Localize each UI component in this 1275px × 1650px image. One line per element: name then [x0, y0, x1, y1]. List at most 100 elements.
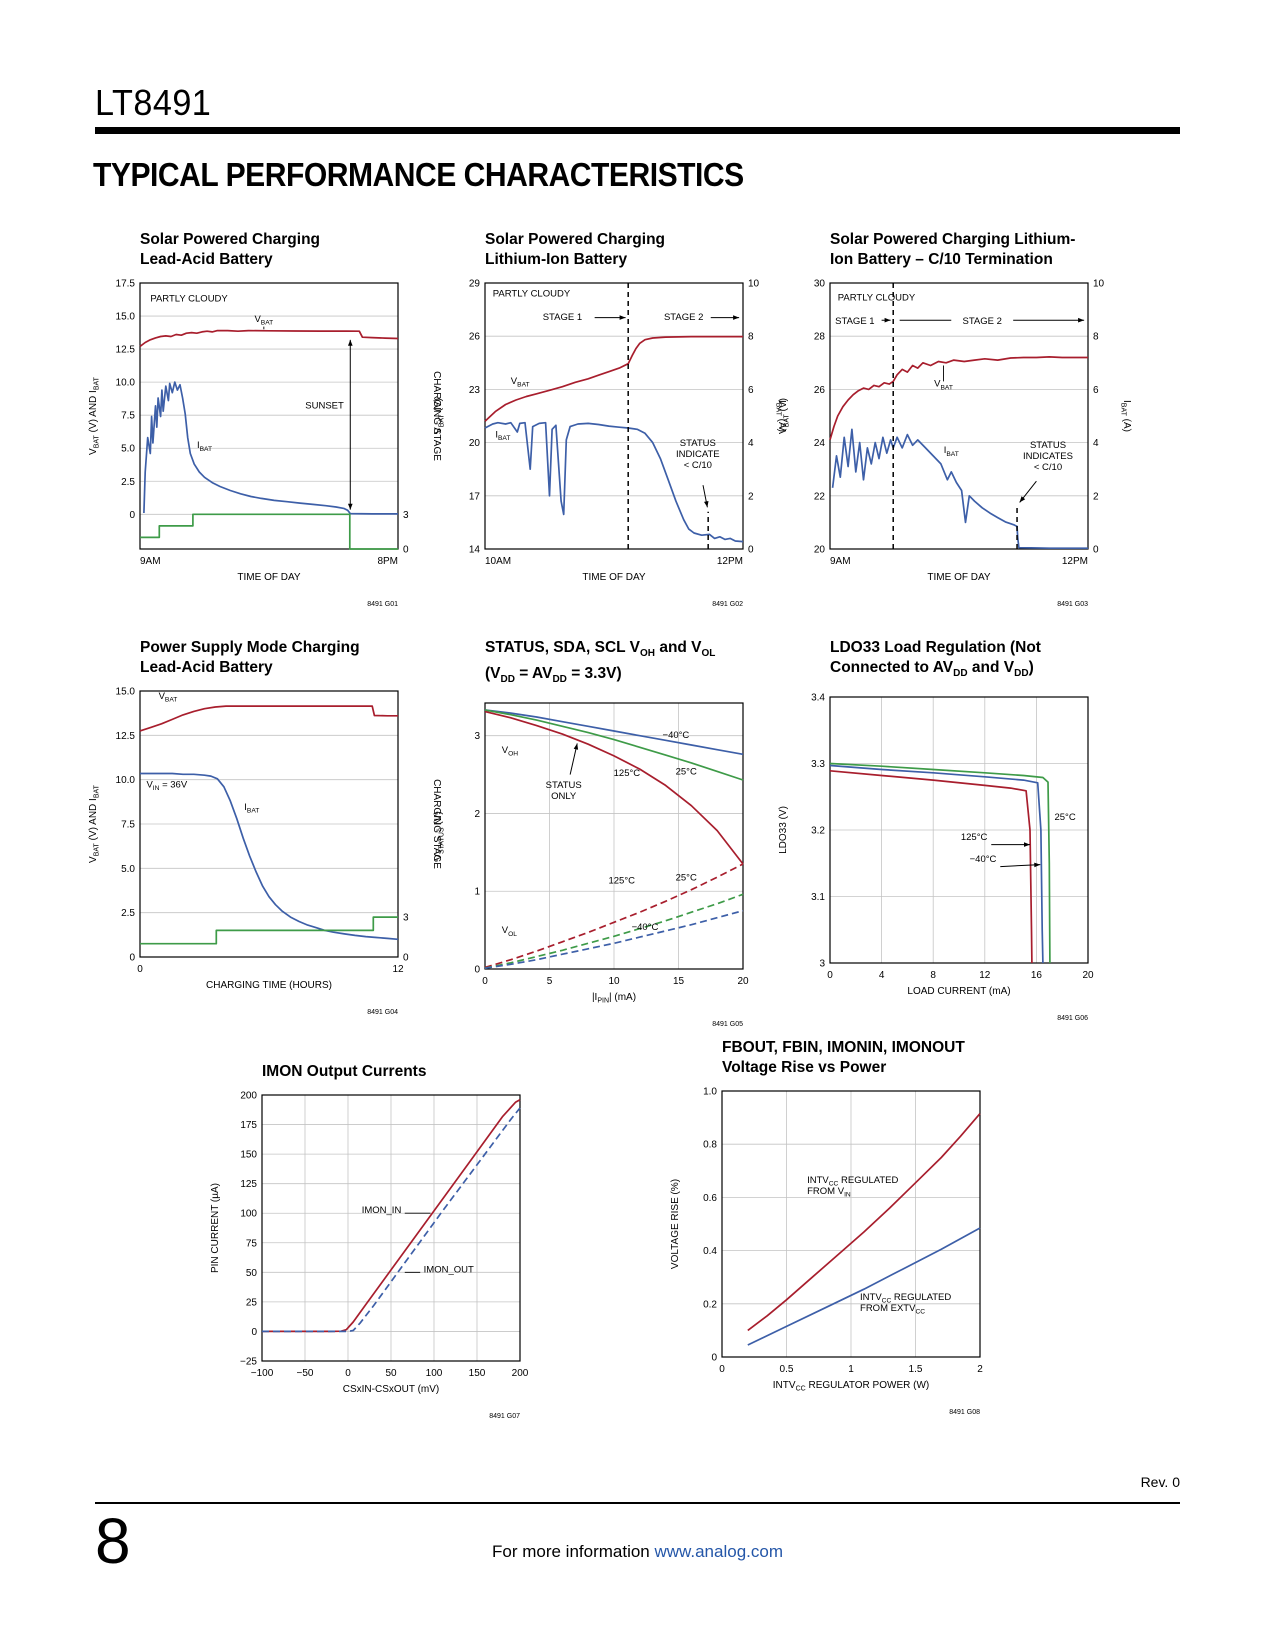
- svg-text:25°C: 25°C: [676, 767, 697, 778]
- svg-text:5: 5: [547, 976, 553, 987]
- svg-text:4: 4: [748, 438, 754, 449]
- svg-text:< C/10: < C/10: [1034, 462, 1062, 473]
- svg-text:VOH: VOH: [502, 745, 519, 758]
- svg-text:CHARGING TIME (HOURS): CHARGING TIME (HOURS): [206, 980, 332, 991]
- chart-title: FBOUT, FBIN, IMONIN, IMONOUT Voltage Rise…: [722, 1039, 965, 1076]
- svg-text:IBAT: IBAT: [944, 445, 959, 458]
- svg-text:ONLY: ONLY: [551, 791, 577, 802]
- svg-text:FROM VIN: FROM VIN: [807, 1186, 851, 1199]
- svg-text:8491 G08: 8491 G08: [949, 1409, 980, 1416]
- svg-text:−50: −50: [297, 1368, 314, 1379]
- chart-canvas: 0 0.2 0.4 0.6 0.8 1.0 0 0.5 1 1.5 2 INTVCC REGULATE…: [670, 1087, 983, 1417]
- svg-text:IBAT (A): IBAT (A): [1119, 400, 1132, 432]
- svg-text:0: 0: [129, 953, 135, 964]
- svg-text:VBAT (V): VBAT (V): [433, 398, 446, 434]
- footer-rule: [95, 1502, 1180, 1504]
- chart-canvas: −25 0 25 50 75 100 125 150 175 200 −100 −50 0 50 100 15…: [210, 1091, 529, 1421]
- svg-text:0: 0: [251, 1327, 257, 1338]
- svg-text:VBAT: VBAT: [159, 691, 178, 704]
- svg-text:STATUS: STATUS: [1030, 440, 1066, 451]
- svg-text:IBAT (A): IBAT (A): [774, 400, 787, 432]
- svg-text:STATUS: STATUS: [546, 780, 582, 791]
- svg-text:3: 3: [819, 959, 825, 970]
- svg-text:0.4: 0.4: [703, 1246, 717, 1257]
- svg-text:26: 26: [814, 385, 826, 396]
- analog-link[interactable]: www.analog.com: [654, 1542, 783, 1561]
- svg-text:8: 8: [930, 970, 936, 981]
- chart-canvas: 3 3.1 3.2 3.3 3.4 0 4 8 12 16 20 25°C 125°C −40°C LDO3…: [778, 693, 1094, 1023]
- svg-text:< C/10: < C/10: [684, 460, 712, 471]
- svg-text:3: 3: [403, 510, 409, 521]
- svg-text:1: 1: [848, 1364, 854, 1375]
- svg-text:20: 20: [737, 976, 749, 987]
- svg-text:30: 30: [814, 279, 826, 290]
- svg-text:9AM: 9AM: [830, 556, 851, 567]
- svg-text:7.5: 7.5: [121, 411, 135, 422]
- series-ibat: [484, 421, 744, 543]
- series-rise-vin: [747, 1113, 981, 1332]
- svg-text:−25: −25: [240, 1357, 257, 1368]
- series-vbat: [139, 705, 398, 732]
- series-ibat: [831, 428, 1088, 550]
- section-title: TYPICAL PERFORMANCE CHARACTERISTICS: [93, 156, 744, 194]
- series-vol-125: [484, 863, 744, 969]
- svg-text:2.5: 2.5: [121, 908, 135, 919]
- svg-text:CHARGING STAGE: CHARGING STAGE: [431, 371, 442, 461]
- chart-title: STATUS, SDA, SCL VOH and VOL (VDD = AVDD …: [485, 639, 716, 686]
- svg-text:PARTLY CLOUDY: PARTLY CLOUDY: [493, 288, 571, 299]
- svg-text:0.2: 0.2: [703, 1299, 717, 1310]
- svg-text:0.6: 0.6: [703, 1193, 717, 1204]
- svg-text:16: 16: [1031, 970, 1043, 981]
- svg-text:TIME OF DAY: TIME OF DAY: [927, 572, 990, 583]
- svg-text:12: 12: [979, 970, 991, 981]
- svg-text:50: 50: [246, 1268, 258, 1279]
- svg-text:8491 G04: 8491 G04: [367, 1009, 398, 1016]
- chart-canvas: 0 2.5 5.0 7.5 10.0 12.5 15.0 17.5 3 0 9AM 8PM PARTLY…: [88, 279, 442, 609]
- series-vbat: [484, 335, 743, 422]
- svg-text:LDO33 (V): LDO33 (V): [778, 806, 789, 854]
- chart-title: Solar Powered Charging Lead-Acid Battery: [140, 231, 321, 268]
- svg-text:−40°C: −40°C: [663, 730, 690, 741]
- svg-text:0: 0: [827, 970, 833, 981]
- svg-text:150: 150: [240, 1150, 257, 1161]
- svg-text:125°C: 125°C: [608, 876, 635, 887]
- revision-label: Rev. 0: [1140, 1474, 1180, 1490]
- svg-text:20: 20: [469, 438, 481, 449]
- svg-text:17: 17: [469, 491, 481, 502]
- series-ldo-125: [829, 770, 1033, 964]
- svg-text:5.0: 5.0: [121, 444, 135, 455]
- chart-solar-charging-li-ion-c10: Solar Powered Charging Lithium- Ion Batte…: [772, 230, 1132, 616]
- svg-text:3: 3: [474, 731, 480, 742]
- chart-status-voh-vol: STATUS, SDA, SCL VOH and VOL (VDD = AVDD …: [427, 638, 787, 1036]
- svg-text:5.0: 5.0: [121, 864, 135, 875]
- svg-text:175: 175: [240, 1120, 257, 1131]
- svg-text:25°C: 25°C: [676, 873, 697, 884]
- svg-text:STAGE 1: STAGE 1: [835, 316, 874, 327]
- svg-text:VBAT: VBAT: [254, 314, 273, 327]
- chart-title: Solar Powered Charging Lithium- Ion Batte…: [830, 231, 1076, 268]
- svg-text:INTVCC REGULATED: INTVCC REGULATED: [860, 1292, 951, 1305]
- svg-text:150: 150: [469, 1368, 486, 1379]
- svg-text:3.2: 3.2: [811, 826, 825, 837]
- series-ldo-25: [829, 762, 1051, 964]
- svg-text:CSxIN-CSxOUT (mV): CSxIN-CSxOUT (mV): [343, 1384, 439, 1395]
- svg-text:1.0: 1.0: [703, 1087, 717, 1098]
- svg-text:|IPIN| (mA): |IPIN| (mA): [592, 992, 636, 1005]
- svg-text:12.5: 12.5: [116, 345, 136, 356]
- svg-text:INTVCC REGULATED: INTVCC REGULATED: [807, 1175, 898, 1188]
- svg-text:12: 12: [392, 964, 404, 975]
- svg-text:STAGE 2: STAGE 2: [664, 312, 703, 323]
- chart-imon-output-currents: IMON Output Currents −25 0 25 50 75 100 125 150…: [204, 1062, 564, 1428]
- svg-text:2.5: 2.5: [121, 477, 135, 488]
- svg-text:VIN = 36V: VIN = 36V: [146, 780, 187, 793]
- svg-text:0: 0: [474, 965, 480, 976]
- series-voh-25: [484, 709, 744, 781]
- svg-text:6: 6: [1093, 385, 1099, 396]
- svg-text:IBAT: IBAT: [244, 802, 259, 815]
- svg-text:IBAT: IBAT: [495, 429, 510, 442]
- svg-text:FROM EXTVCC: FROM EXTVCC: [860, 1303, 925, 1316]
- svg-text:25°C: 25°C: [1054, 812, 1075, 823]
- svg-text:0: 0: [748, 545, 754, 556]
